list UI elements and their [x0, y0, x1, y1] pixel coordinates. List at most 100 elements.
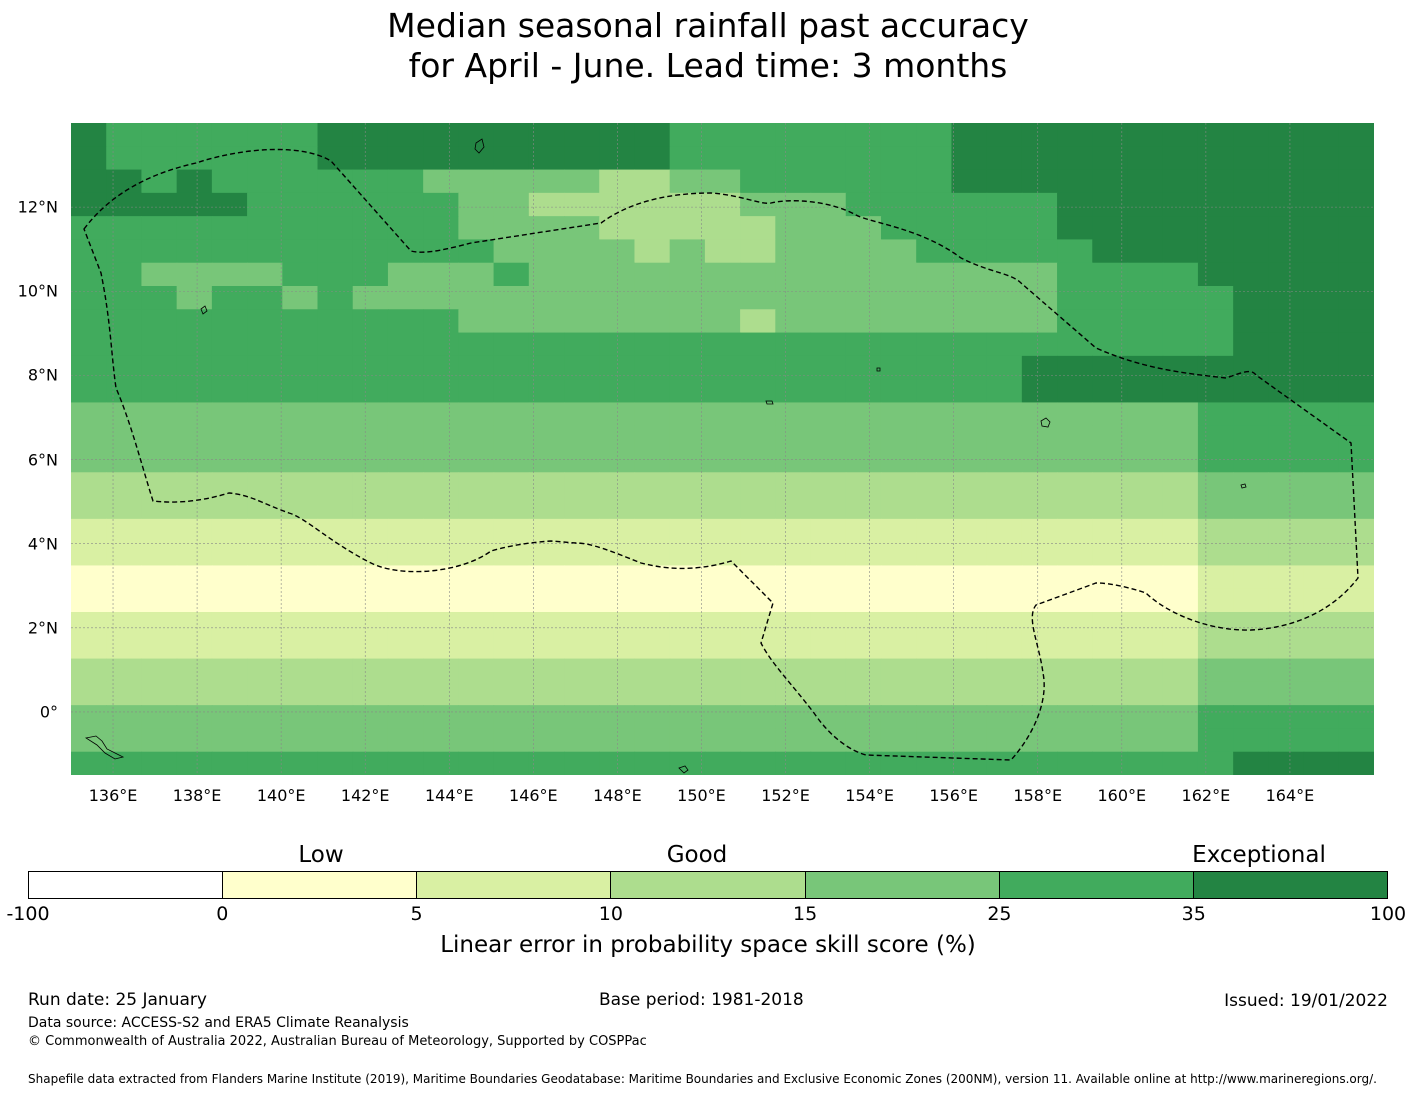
grid-cell [1268, 542, 1305, 567]
grid-cell [740, 728, 776, 753]
grid-cell [564, 705, 600, 730]
grid-cell [740, 309, 776, 334]
grid-cell [317, 658, 354, 683]
grid-cell [1162, 332, 1199, 357]
grid-cell [1127, 728, 1164, 753]
grid-cell [493, 332, 530, 357]
grid-cell [704, 146, 741, 171]
grid-cell [740, 472, 776, 497]
grid-cell [1338, 588, 1374, 613]
grid-cell [916, 658, 953, 683]
grid-cell [282, 565, 319, 590]
grid-cell [951, 286, 988, 310]
grid-cell [951, 518, 988, 543]
grid-cell [1127, 751, 1164, 775]
grid-cell [106, 332, 143, 357]
colorbar-tick-label: -100 [6, 903, 50, 925]
grid-cell [951, 309, 988, 334]
grid-cell [564, 518, 600, 543]
skill-score-map[interactable] [71, 123, 1374, 775]
grid-cell [387, 146, 424, 171]
grid-cell [106, 495, 143, 520]
grid-cell [1197, 425, 1234, 450]
colorbar-segment [417, 872, 612, 898]
grid-cell [1303, 379, 1340, 404]
grid-cell [810, 705, 847, 730]
grid-cell [1197, 216, 1234, 241]
grid-cell [493, 123, 530, 147]
grid-cell [951, 123, 988, 147]
grid-cell [564, 286, 600, 310]
grid-cell [71, 402, 107, 427]
grid-cell [810, 565, 847, 590]
grid-cell [387, 612, 424, 636]
grid-cell [916, 286, 953, 310]
grid-cell [282, 239, 319, 264]
grid-cell [71, 449, 107, 473]
grid-cell [916, 518, 953, 543]
grid-cell [493, 355, 530, 380]
y-tick-label: 0° [39, 702, 58, 722]
grid-cell [247, 449, 283, 473]
grid-cell [282, 449, 319, 473]
grid-cell [176, 192, 213, 217]
x-tick-label: 136°E [88, 786, 138, 805]
grid-cell [775, 612, 812, 636]
grid-cell [1092, 402, 1129, 427]
grid-cell [775, 239, 812, 264]
grid-cell [247, 146, 283, 171]
grid-cell [423, 425, 459, 450]
grid-cell [1092, 542, 1129, 567]
grid-cell [951, 239, 988, 264]
grid-cell [458, 239, 495, 264]
grid-cell [528, 379, 565, 404]
grid-cell [176, 635, 213, 660]
grid-cell [1233, 146, 1269, 171]
grid-cell [1303, 472, 1340, 497]
grid-cell [986, 518, 1023, 543]
grid-cell [317, 705, 354, 730]
grid-cell [423, 309, 459, 334]
x-tick-label: 148°E [593, 786, 642, 805]
colorbar-segment [223, 872, 418, 898]
grid-cell [669, 658, 706, 683]
grid-cell [704, 612, 741, 636]
grid-cell [740, 332, 776, 357]
grid-cell [669, 123, 706, 147]
colorbar-tick-label: 0 [216, 903, 229, 925]
grid-cell [916, 402, 953, 427]
grid-cell [1197, 449, 1234, 473]
grid-cell [810, 309, 847, 334]
grid-cell [810, 449, 847, 473]
grid-cell [986, 728, 1023, 753]
grid-cell [704, 239, 741, 264]
grid-cell [528, 286, 565, 310]
grid-cell [141, 192, 178, 217]
grid-cell [1268, 192, 1305, 217]
grid-cell [1057, 425, 1093, 450]
grid-cell [1303, 518, 1340, 543]
grid-cell [423, 286, 459, 310]
grid-cell [740, 262, 776, 287]
grid-cell [1197, 402, 1234, 427]
grid-cell [1303, 542, 1340, 567]
grid-cell [1197, 612, 1234, 636]
grid-cell [740, 425, 776, 450]
y-tick-label: 12°N [17, 197, 58, 217]
grid-cell [1338, 658, 1374, 683]
grid-cell [916, 495, 953, 520]
grid-cell [1303, 588, 1340, 613]
grid-cell [810, 332, 847, 357]
grid-cell [458, 751, 495, 775]
grid-cell [1162, 518, 1199, 543]
grid-cell [211, 169, 248, 194]
grid-cell [1338, 402, 1374, 427]
grid-cell [1233, 681, 1269, 706]
grid-cell [176, 612, 213, 636]
x-tick-label: 152°E [761, 786, 810, 805]
grid-cell [986, 542, 1023, 567]
grid-cell [71, 635, 107, 660]
grid-cell [951, 635, 988, 660]
grid-cell [458, 449, 495, 473]
grid-cell [951, 425, 988, 450]
